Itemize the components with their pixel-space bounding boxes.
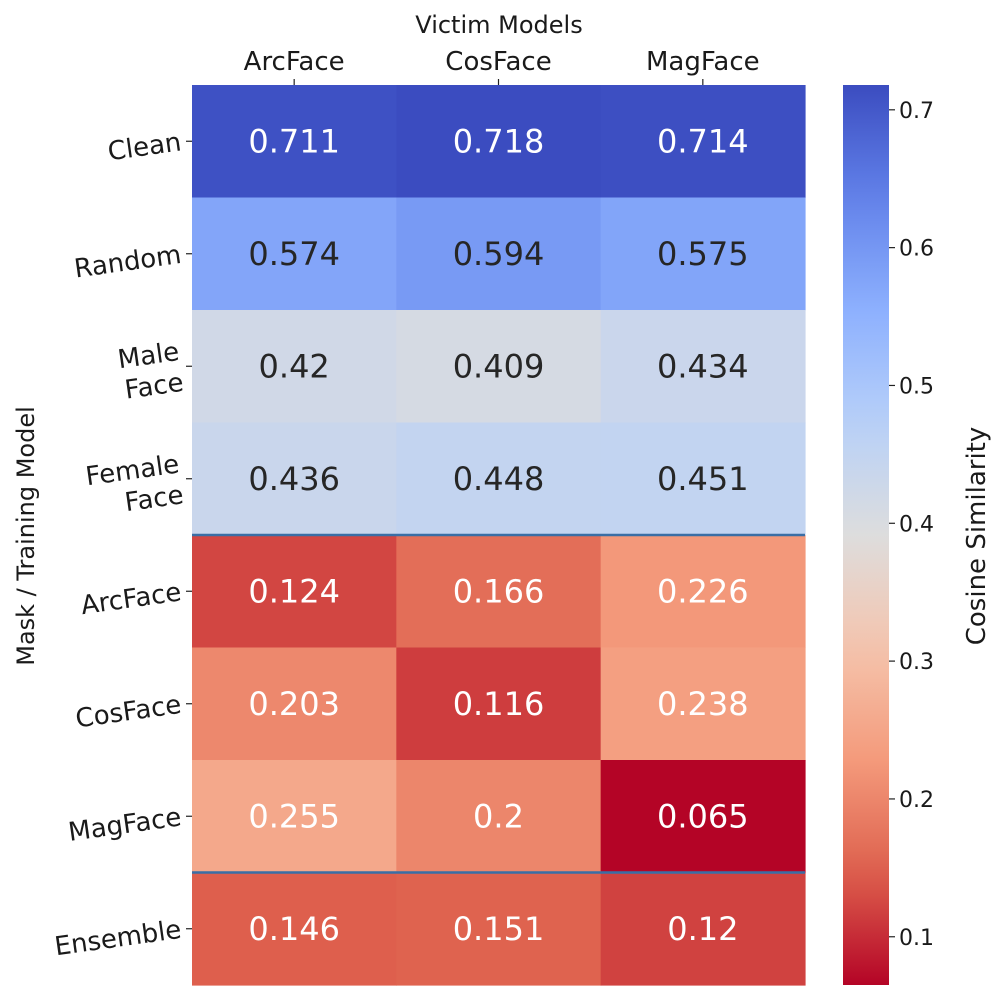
heatmap-cell	[396, 647, 602, 761]
cell-value-label: 0.409	[453, 347, 545, 385]
y-tick-label: Clean	[106, 127, 183, 167]
cell-value-label: 0.146	[248, 910, 340, 948]
x-tick-label: CosFace	[445, 47, 551, 77]
y-tick-label-line: ArcFace	[79, 577, 183, 621]
cell-value-label: 0.42	[259, 347, 330, 385]
cell-value-label: 0.436	[248, 460, 340, 498]
cell-value-label: 0.203	[248, 685, 340, 723]
y-tick-label-line: Ensemble	[53, 915, 183, 962]
colorbar-tick-label: 0.4	[899, 512, 934, 537]
heatmap-cell	[192, 535, 397, 649]
cell-value-label: 0.711	[248, 122, 340, 160]
heatmap-cell	[600, 760, 806, 874]
heatmap-cell	[192, 85, 397, 199]
y-axis-title: Mask / Training Model	[12, 406, 40, 666]
y-tick-label-line: Random	[72, 240, 183, 285]
heatmap-cell	[192, 647, 397, 761]
cell-value-label: 0.226	[657, 572, 749, 610]
cell-value-label: 0.718	[453, 122, 545, 160]
heatmap-cell	[600, 197, 806, 311]
colorbar-tick-label: 0.5	[899, 374, 934, 399]
cell-value-label: 0.255	[248, 797, 340, 835]
heatmap-cell	[396, 872, 602, 986]
heatmap-cell	[192, 310, 397, 424]
heatmap-cell	[396, 422, 602, 536]
heatmap-cell	[396, 197, 602, 311]
heatmap-cell	[396, 310, 602, 424]
x-tick-label: MagFace	[646, 47, 760, 77]
y-tick-label: MaleFace	[116, 337, 185, 406]
y-tick-label: MagFace	[66, 802, 183, 848]
y-tick-label: ArcFace	[79, 577, 183, 621]
cell-value-label: 0.574	[248, 235, 340, 273]
y-tick-label-line: CosFace	[74, 690, 184, 735]
heatmap-cell	[192, 422, 397, 536]
cell-value-label: 0.434	[657, 347, 749, 385]
cell-value-label: 0.116	[453, 685, 545, 723]
cell-value-label: 0.065	[657, 797, 749, 835]
colorbar-tick-label: 0.2	[899, 788, 934, 813]
y-tick-label: CosFace	[74, 690, 184, 735]
colorbar-title: Cosine Similarity	[962, 427, 992, 646]
colorbar-tick-label: 0.3	[899, 650, 934, 675]
heatmap-cell	[396, 535, 602, 649]
heatmap-cell	[600, 535, 806, 649]
heatmap-cell	[600, 647, 806, 761]
colorbar-tick-label: 0.6	[899, 237, 934, 262]
heatmap-cell	[396, 85, 602, 199]
x-axis-title: Victim Models	[415, 11, 582, 39]
cell-value-label: 0.448	[453, 460, 545, 498]
cell-value-label: 0.238	[657, 685, 749, 723]
heatmap-cell	[396, 760, 602, 874]
y-tick-label-line: MagFace	[66, 802, 183, 848]
heatmap-cell	[600, 422, 806, 536]
heatmap-cell	[600, 872, 806, 986]
cell-value-label: 0.2	[473, 797, 524, 835]
y-tick-label: FemaleFace	[84, 450, 186, 523]
cell-value-label: 0.166	[453, 572, 545, 610]
y-tick-label: Random	[72, 240, 183, 285]
colorbar-tick-label: 0.7	[899, 99, 934, 124]
cell-value-label: 0.451	[657, 460, 749, 498]
heatmap-cell	[600, 310, 806, 424]
y-tick-label: Ensemble	[53, 915, 183, 962]
heatmap-cell	[192, 760, 397, 874]
cell-value-label: 0.124	[248, 572, 340, 610]
cell-value-label: 0.12	[667, 910, 738, 948]
heatmap-cell	[600, 85, 806, 199]
heatmap-cell	[192, 872, 397, 986]
cell-value-label: 0.714	[657, 122, 749, 160]
colorbar-tick-label: 0.1	[899, 926, 934, 951]
colorbar	[843, 85, 889, 985]
x-tick-label: ArcFace	[244, 47, 345, 77]
y-tick-label-line: Clean	[106, 127, 183, 167]
cell-value-label: 0.151	[453, 910, 545, 948]
cell-value-label: 0.594	[453, 235, 545, 273]
cell-value-label: 0.575	[657, 235, 749, 273]
heatmap-cell	[192, 197, 397, 311]
